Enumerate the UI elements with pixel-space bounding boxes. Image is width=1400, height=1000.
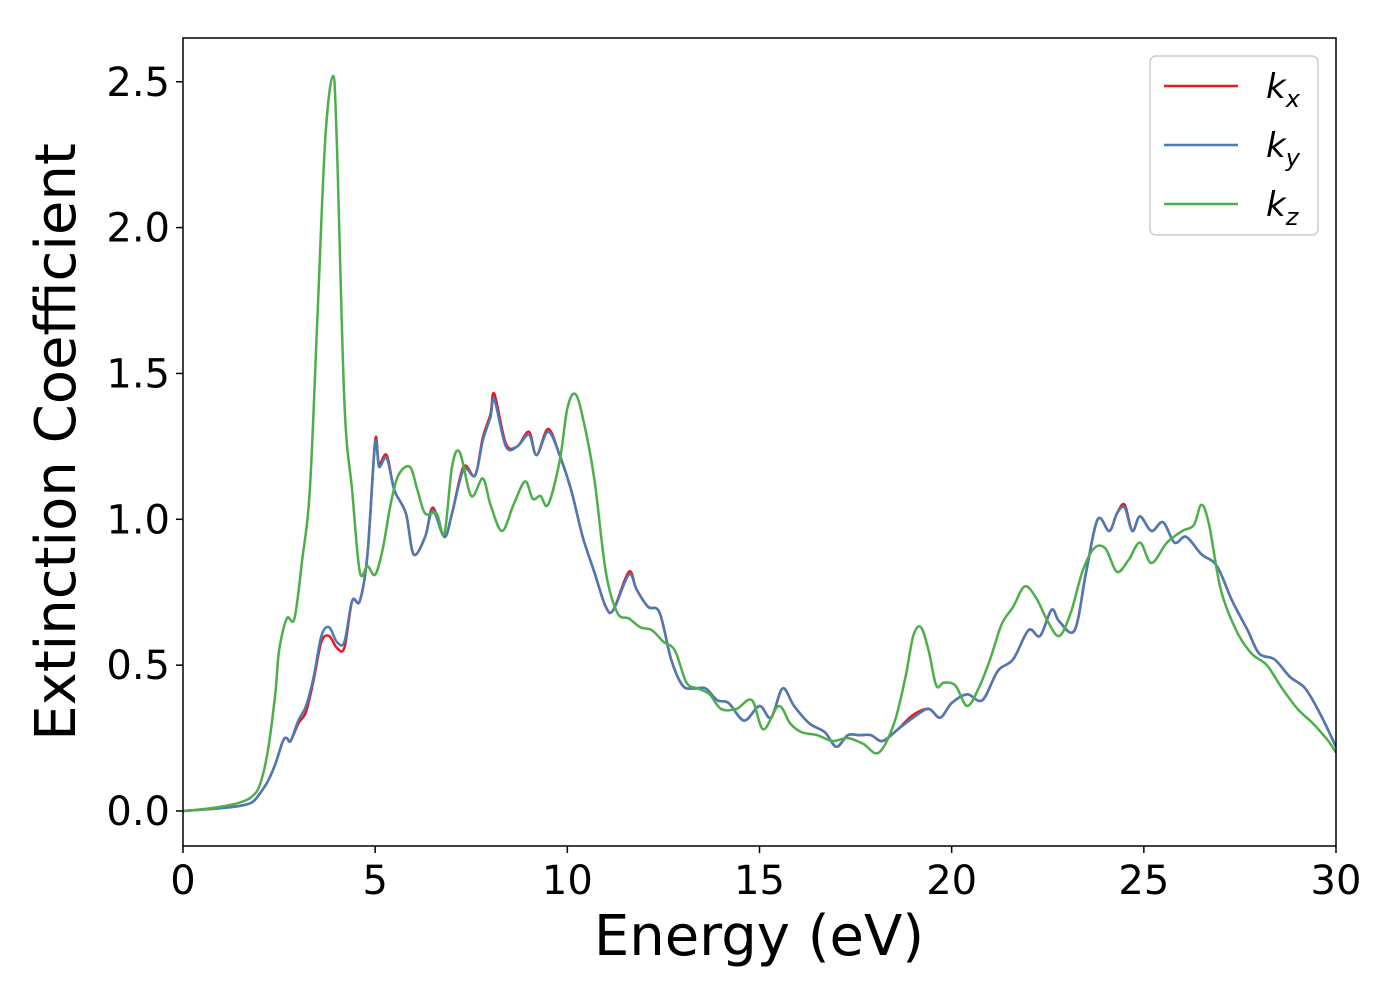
y-axis: 0.0 0.5 1.0 1.5 2.0 2.5 <box>106 60 183 835</box>
series-layer <box>183 74 1336 813</box>
x-tick-label: 5 <box>362 858 387 904</box>
legend: kx ky kz <box>1149 55 1319 236</box>
legend-label-z: kz <box>1266 185 1300 231</box>
legend-label-x: kx <box>1266 67 1301 113</box>
y-tick-label: 1.5 <box>106 351 170 397</box>
x-tick-label: 30 <box>1311 858 1362 904</box>
y-tick-label: 0.5 <box>106 643 170 689</box>
series-line-z <box>183 74 1336 813</box>
legend-label-y: ky <box>1266 126 1301 172</box>
x-tick-label: 20 <box>926 858 977 904</box>
x-axis: 0 5 10 15 20 25 30 <box>170 846 1361 904</box>
x-tick-label: 0 <box>170 858 195 904</box>
y-tick-label: 1.0 <box>106 497 170 543</box>
y-axis-label: Extinction Coefficient <box>24 143 89 741</box>
x-axis-label: Energy (eV) <box>594 904 924 969</box>
x-tick-label: 15 <box>734 858 785 904</box>
y-tick-label: 0.0 <box>106 789 170 835</box>
y-tick-label: 2.5 <box>106 60 170 106</box>
series-line-y <box>183 397 1336 813</box>
x-tick-label: 25 <box>1118 858 1169 904</box>
y-tick-label: 2.0 <box>106 206 170 252</box>
x-tick-label: 10 <box>542 858 593 904</box>
